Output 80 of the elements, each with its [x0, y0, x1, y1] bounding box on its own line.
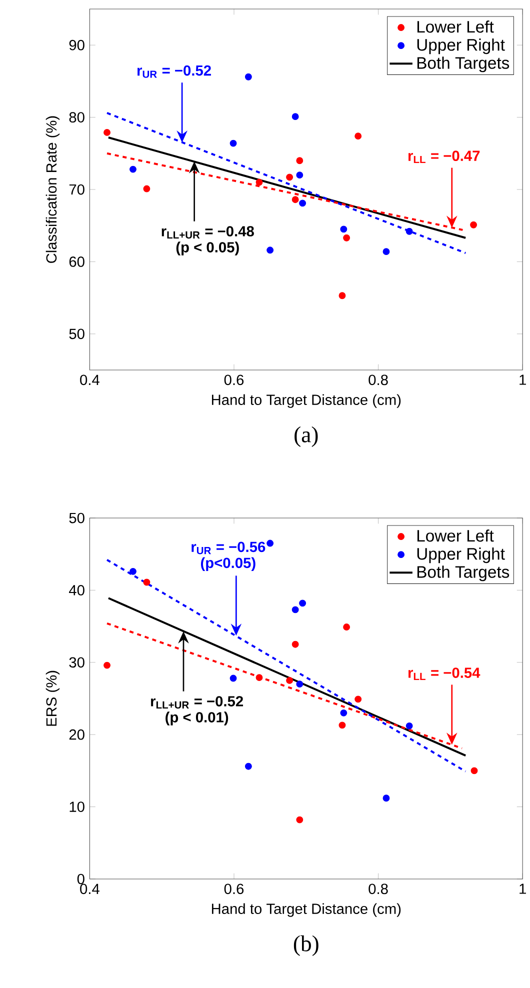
annotation: (p < 0.05): [176, 242, 239, 256]
point: [296, 680, 304, 688]
x-tick-label: 0.8: [368, 374, 388, 386]
annotation: r$_{LL+UR}$ = −0.52: [151, 696, 244, 709]
point: [382, 248, 390, 256]
point: [299, 200, 306, 207]
point: [470, 221, 477, 228]
legend-label: Upper Right: [417, 548, 505, 564]
point: [382, 794, 390, 802]
y-tick-label: 30: [69, 657, 84, 668]
annotation: (p<0.05): [200, 557, 256, 571]
annotation: r$_{LL}$ = −0.47: [408, 150, 480, 164]
y-tick-label: 70: [69, 184, 84, 195]
legend-label: Both Targets: [417, 56, 510, 72]
point: [266, 540, 274, 547]
point: [338, 292, 346, 300]
y-tick-label: 20: [69, 729, 84, 740]
point: [354, 696, 362, 703]
point: [286, 174, 294, 181]
legend-label: Upper Right: [417, 38, 505, 54]
point: [338, 722, 346, 729]
point: [340, 709, 348, 716]
point: [296, 172, 304, 179]
legend-label: Lower Left: [417, 20, 494, 33]
point: [143, 578, 150, 586]
point: [470, 767, 478, 774]
point: [343, 624, 350, 630]
point: [343, 234, 350, 242]
point: [340, 226, 348, 233]
y-tick-label: 50: [69, 512, 84, 524]
point: [130, 166, 136, 173]
point: [292, 606, 299, 614]
annotation: r$_{LL}$ = −0.54: [408, 668, 480, 680]
y-tick-label: 90: [69, 40, 84, 50]
point: [266, 246, 274, 254]
x-tick-label: 1: [520, 884, 526, 894]
legend-label: Lower Left: [417, 529, 494, 542]
text: (a): [294, 426, 318, 447]
point: [230, 140, 237, 147]
point: [104, 662, 110, 669]
point: [292, 196, 299, 204]
point: [292, 640, 299, 648]
y-axis-title: Classification Rate (%): [46, 116, 60, 263]
point: [286, 676, 294, 684]
legend-label: Both Targets: [417, 566, 510, 582]
point: [292, 113, 299, 120]
y-tick-label: 50: [69, 328, 84, 340]
x-axis-title: Hand to Target Distance (cm): [212, 394, 401, 408]
point: [406, 722, 413, 730]
point: [244, 73, 252, 80]
point: [299, 600, 306, 607]
y-tick-label: 80: [69, 112, 84, 122]
x-tick-label: 1: [520, 374, 526, 385]
annotation: r$_{LL+UR}$ = −0.48: [162, 226, 254, 239]
point: [256, 674, 263, 682]
y-tick-label: 0: [77, 874, 84, 884]
y-tick-label: 10: [70, 802, 84, 812]
y-tick-label: 40: [69, 585, 84, 596]
point: [230, 674, 237, 682]
point: [296, 816, 304, 824]
x-axis-title: Hand to Target Distance (cm): [212, 903, 401, 917]
annotation: r$_{UR}$ = −0.52: [138, 65, 211, 78]
y-axis-title: ERS (%): [46, 670, 60, 726]
point: [296, 157, 304, 164]
annotation: r$_{UR}$ = −0.56: [192, 542, 266, 554]
point: [354, 132, 362, 140]
point: [256, 178, 263, 186]
annotation: (p < 0.01): [166, 712, 228, 726]
point: [406, 228, 413, 235]
x-tick-label: 0.4: [80, 884, 100, 894]
x-tick-label: 0.8: [368, 884, 388, 894]
x-tick-label: 0.6: [224, 884, 244, 894]
point: [130, 568, 136, 575]
point: [244, 762, 252, 770]
x-tick-label: 0.4: [80, 374, 100, 386]
y-tick-label: 60: [69, 256, 84, 267]
text: (b): [294, 935, 318, 956]
point: [143, 185, 150, 192]
x-tick-label: 0.6: [224, 374, 244, 386]
point: [104, 128, 110, 136]
